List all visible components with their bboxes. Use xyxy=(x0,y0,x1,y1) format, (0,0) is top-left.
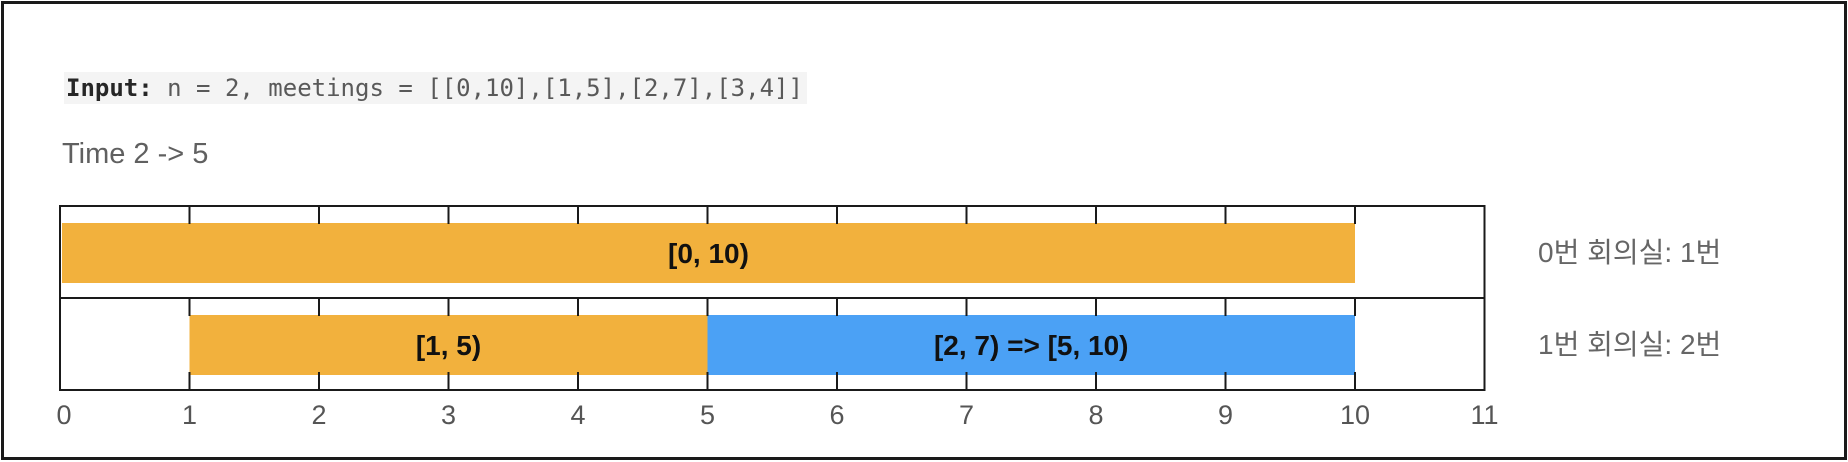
axis-tick-label-9: 9 xyxy=(1218,400,1233,430)
axis-tick-label-2: 2 xyxy=(311,400,326,430)
meeting-bar-label-0: [0, 10) xyxy=(668,238,749,269)
meeting-bar-1 xyxy=(189,315,708,375)
axis-tick-label-6: 6 xyxy=(829,400,844,430)
meeting-bar-label-1: [1, 5) xyxy=(416,330,481,361)
grid-layer xyxy=(59,205,1486,391)
room-labels-layer: 0번 회의실: 1번 1번 회의실: 2번 xyxy=(1538,237,1721,360)
input-label: Input: xyxy=(66,74,153,102)
axis-tick-label-3: 3 xyxy=(441,400,456,430)
room-label-1: 1번 회의실: 2번 xyxy=(1538,329,1721,360)
axis-tick-label-5: 5 xyxy=(700,400,715,430)
time-caption: Time 2 -> 5 xyxy=(62,138,209,170)
bars-layer xyxy=(62,223,1355,375)
meeting-bar-0 xyxy=(62,223,1355,283)
axis-tick-label-4: 4 xyxy=(570,400,585,430)
room-label-0: 0번 회의실: 1번 xyxy=(1538,237,1721,268)
axis-tick-label-7: 7 xyxy=(959,400,974,430)
input-example: Input: n = 2, meetings = [[0,10],[1,5],[… xyxy=(64,72,807,104)
axis-tick-label-0: 0 xyxy=(56,400,71,430)
input-value: n = 2, meetings = [[0,10],[1,5],[2,7],[3… xyxy=(152,74,803,102)
bar-labels-layer: [0, 10) [1, 5) [2, 7) => [5, 10) xyxy=(416,238,1129,361)
meeting-bar-2 xyxy=(707,315,1355,375)
axis-tick-label-8: 8 xyxy=(1088,400,1103,430)
axis-ticks-layer: 0 1 2 3 4 5 6 7 8 9 10 11 xyxy=(56,400,1498,430)
axis-tick-label-10: 10 xyxy=(1340,400,1370,430)
axis-tick-label-11: 11 xyxy=(1470,400,1498,430)
axis-tick-label-1: 1 xyxy=(182,400,197,430)
meeting-bar-label-2: [2, 7) => [5, 10) xyxy=(934,330,1129,361)
